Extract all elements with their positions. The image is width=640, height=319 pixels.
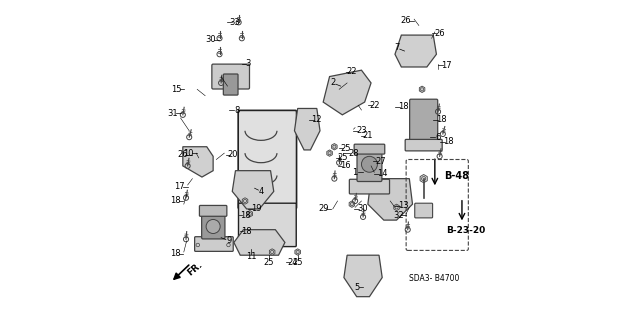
Text: 18: 18 (443, 137, 454, 146)
FancyBboxPatch shape (200, 205, 227, 216)
Polygon shape (419, 86, 425, 93)
Text: 25: 25 (292, 258, 303, 267)
Polygon shape (243, 198, 248, 204)
Text: 26: 26 (177, 150, 188, 159)
Polygon shape (234, 230, 285, 255)
Polygon shape (323, 70, 371, 115)
Text: 18: 18 (241, 227, 252, 236)
Text: SDA3- B4700: SDA3- B4700 (410, 274, 460, 283)
FancyBboxPatch shape (354, 144, 385, 154)
Text: 20: 20 (227, 150, 237, 159)
Circle shape (395, 206, 398, 209)
Polygon shape (349, 201, 355, 207)
Circle shape (362, 156, 378, 172)
Circle shape (350, 203, 353, 206)
Text: 12: 12 (312, 115, 322, 124)
Text: 27: 27 (375, 157, 386, 166)
Text: 17: 17 (174, 182, 185, 191)
Text: 26: 26 (435, 29, 445, 38)
Text: 7: 7 (394, 43, 399, 52)
FancyBboxPatch shape (405, 139, 442, 151)
Circle shape (422, 177, 426, 181)
Text: 26: 26 (401, 16, 412, 25)
Polygon shape (269, 249, 275, 255)
Circle shape (420, 88, 424, 91)
Text: 9: 9 (227, 236, 232, 245)
Text: 25: 25 (264, 258, 274, 267)
Text: 18: 18 (240, 211, 250, 220)
FancyBboxPatch shape (357, 152, 382, 182)
FancyBboxPatch shape (349, 179, 390, 194)
Circle shape (271, 250, 274, 254)
Polygon shape (294, 108, 320, 150)
Text: 11: 11 (246, 252, 257, 261)
FancyBboxPatch shape (223, 74, 238, 95)
Text: B-23-20: B-23-20 (446, 226, 485, 235)
Polygon shape (395, 35, 436, 67)
Polygon shape (344, 255, 382, 297)
Text: 32: 32 (393, 211, 403, 220)
Polygon shape (195, 241, 201, 249)
FancyBboxPatch shape (410, 99, 438, 146)
FancyBboxPatch shape (415, 203, 433, 218)
Text: 18: 18 (397, 102, 408, 111)
Text: 25: 25 (337, 153, 348, 162)
Polygon shape (247, 211, 253, 217)
FancyBboxPatch shape (238, 110, 296, 209)
Polygon shape (295, 249, 300, 255)
Text: 33: 33 (230, 18, 240, 27)
Circle shape (227, 243, 230, 247)
Text: FR.: FR. (186, 260, 204, 278)
Text: 8: 8 (234, 106, 240, 115)
Text: 13: 13 (397, 201, 408, 210)
Text: 16: 16 (340, 161, 351, 170)
FancyBboxPatch shape (195, 237, 233, 251)
Text: 5: 5 (354, 283, 359, 292)
FancyBboxPatch shape (239, 203, 296, 247)
Text: 19: 19 (251, 204, 262, 213)
Text: 22: 22 (369, 101, 380, 110)
Polygon shape (183, 147, 213, 177)
Text: 21: 21 (363, 131, 373, 140)
Text: B-48: B-48 (444, 171, 469, 181)
Text: 23: 23 (356, 126, 367, 135)
Circle shape (206, 219, 220, 234)
Polygon shape (232, 171, 274, 209)
Text: 18: 18 (170, 249, 181, 258)
Text: 15: 15 (172, 85, 182, 94)
Circle shape (328, 152, 331, 155)
Text: 30: 30 (357, 204, 368, 213)
Text: 24: 24 (287, 258, 298, 267)
Text: 6: 6 (435, 133, 441, 142)
Text: 14: 14 (377, 169, 387, 178)
Text: 3: 3 (246, 59, 251, 68)
Text: 18: 18 (436, 115, 447, 124)
Polygon shape (420, 174, 428, 183)
Circle shape (243, 199, 246, 203)
Text: 1: 1 (353, 168, 358, 177)
Text: 4: 4 (259, 187, 264, 196)
Text: 2: 2 (330, 78, 335, 87)
Text: 17: 17 (441, 61, 451, 70)
Text: 10: 10 (183, 149, 193, 158)
Circle shape (296, 250, 300, 254)
FancyBboxPatch shape (202, 214, 225, 239)
Polygon shape (394, 204, 399, 211)
Text: 30: 30 (205, 35, 216, 44)
Text: 31: 31 (167, 109, 178, 118)
Circle shape (196, 243, 200, 247)
Text: 18: 18 (170, 197, 181, 205)
Polygon shape (332, 144, 337, 150)
Text: 25: 25 (340, 144, 351, 153)
Text: 22: 22 (347, 67, 357, 76)
Circle shape (248, 212, 252, 215)
Circle shape (333, 145, 336, 148)
Text: 29: 29 (318, 204, 328, 213)
Polygon shape (327, 150, 332, 156)
Text: 28: 28 (348, 149, 359, 158)
FancyBboxPatch shape (212, 64, 250, 89)
Polygon shape (368, 179, 413, 220)
Polygon shape (225, 241, 232, 249)
